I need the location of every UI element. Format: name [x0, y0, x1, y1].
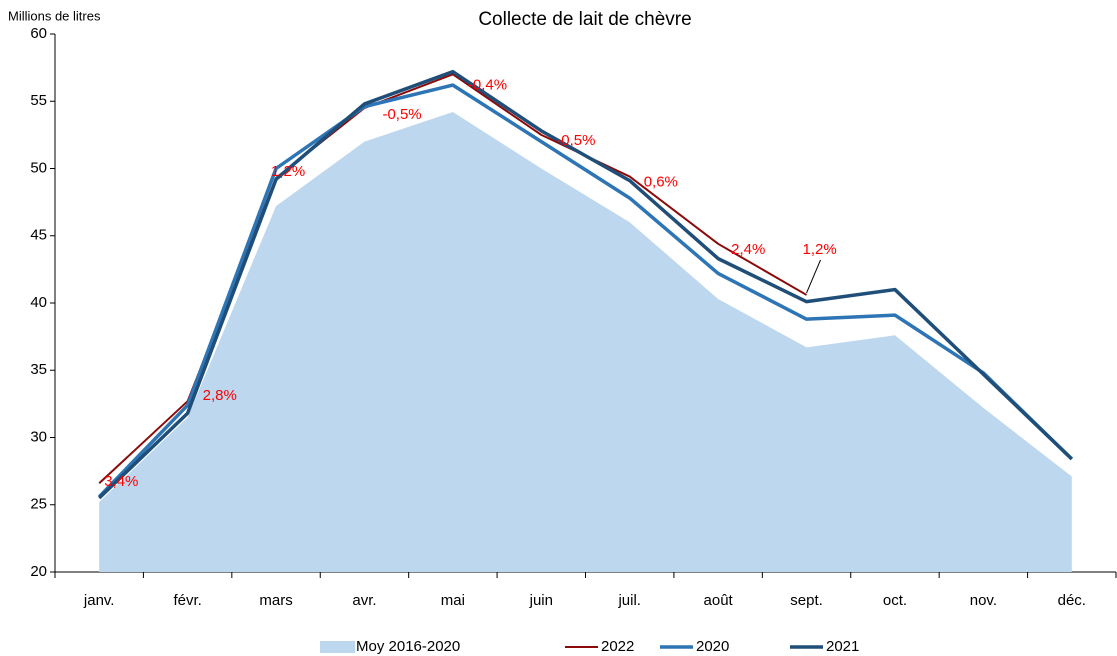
legend-label: 2021 — [826, 638, 859, 655]
annotation: 1,2% — [803, 241, 837, 258]
y-tick-label: 40 — [30, 294, 47, 311]
x-tick-label: déc. — [1058, 592, 1086, 609]
x-tick-label: oct. — [883, 592, 907, 609]
legend-label: Moy 2016-2020 — [356, 638, 460, 655]
y-axis-label: Millions de litres — [8, 8, 101, 23]
annotation: -0,5% — [382, 106, 421, 123]
x-tick-label: juin — [529, 592, 553, 609]
chart-title: Collecte de lait de chèvre — [478, 9, 691, 30]
x-tick-label: août — [704, 592, 734, 609]
y-tick-label: 35 — [30, 361, 47, 378]
annotation: -0,4% — [468, 76, 507, 93]
legend-label: 2020 — [696, 638, 729, 655]
x-tick-label: mai — [441, 592, 465, 609]
annotation: 3,4% — [104, 473, 138, 490]
annotation: 2,8% — [203, 387, 237, 404]
x-tick-label: janv. — [83, 592, 115, 609]
y-tick-label: 50 — [30, 159, 47, 176]
annotation: -0,5% — [556, 132, 595, 149]
line — [97, 83, 1074, 498]
annotation: 0,6% — [644, 174, 678, 191]
y-tick-label: 20 — [30, 563, 47, 580]
x-tick-label: juil. — [617, 592, 641, 609]
x-tick-label: févr. — [173, 592, 201, 609]
annotation: 2,4% — [731, 241, 765, 258]
legend-swatch — [320, 641, 355, 653]
x-tick-label: nov. — [970, 592, 997, 609]
leader-line — [806, 259, 822, 294]
x-tick-label: avr. — [352, 592, 376, 609]
x-tick-label: sept. — [790, 592, 823, 609]
y-tick-label: 25 — [30, 496, 47, 513]
y-tick-label: 45 — [30, 227, 47, 244]
y-tick-label: 55 — [30, 92, 47, 109]
legend-label: 2022 — [601, 638, 634, 655]
y-tick-label: 60 — [30, 25, 47, 42]
y-tick-label: 30 — [30, 428, 47, 445]
x-tick-label: mars — [259, 592, 292, 609]
annotation: 1,2% — [271, 163, 305, 180]
area — [99, 112, 1072, 572]
line — [97, 69, 1074, 500]
